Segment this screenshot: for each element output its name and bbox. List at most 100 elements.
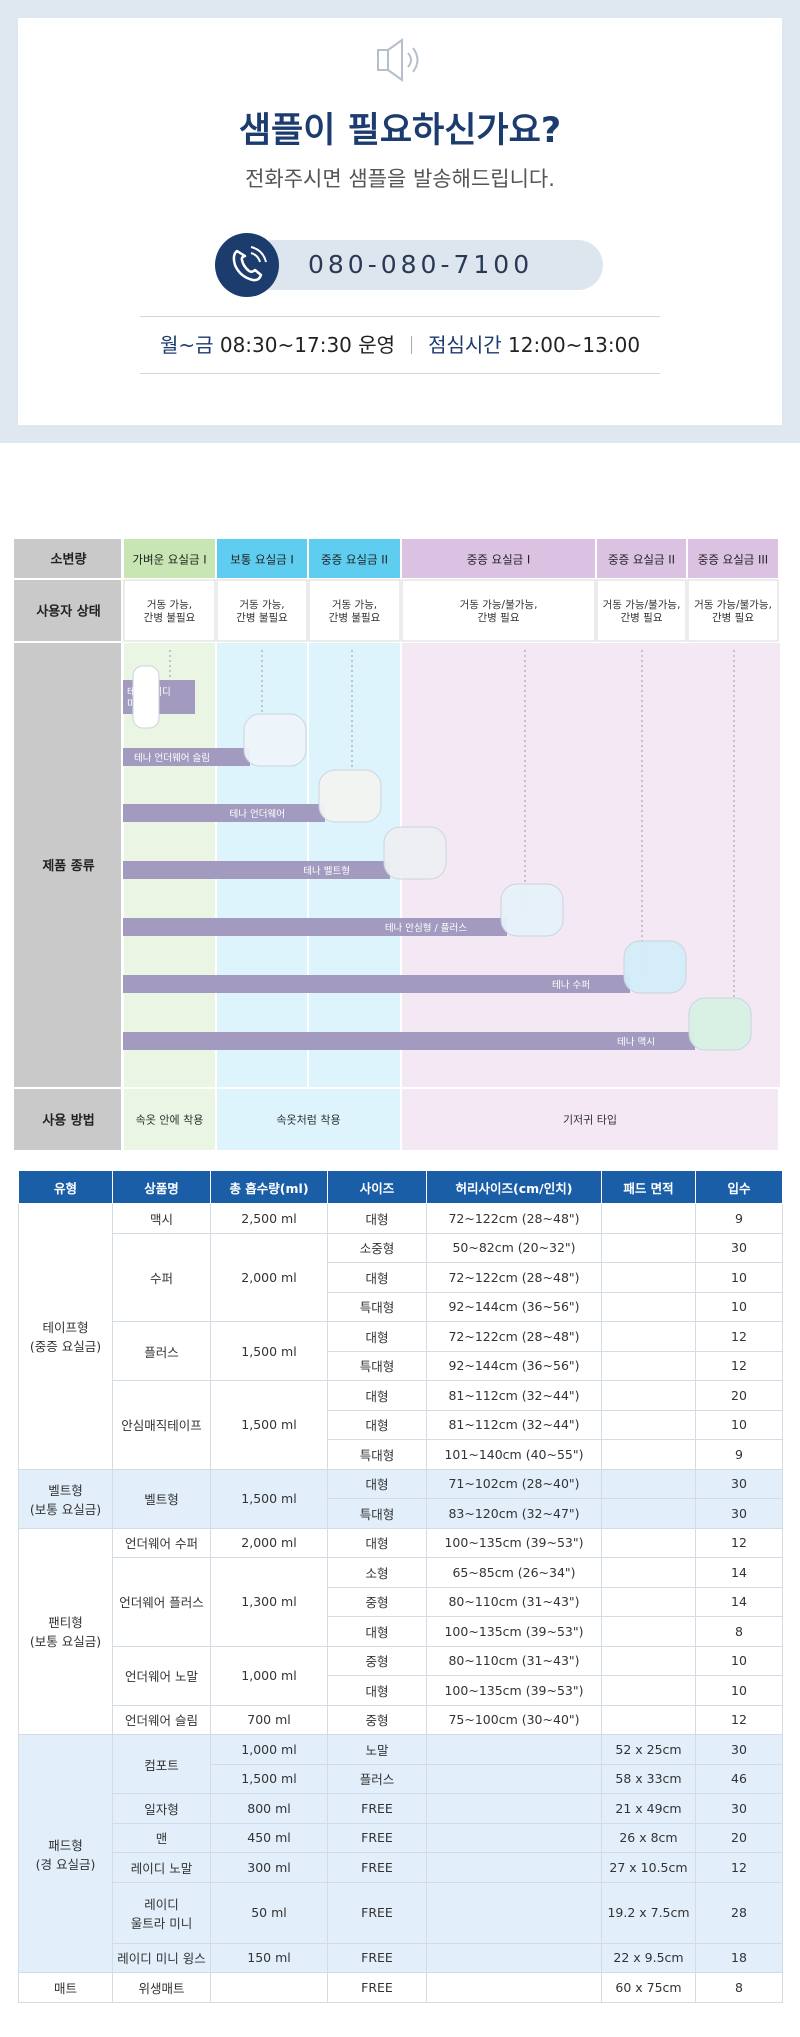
product-image bbox=[132, 665, 160, 729]
lunch-time: 12:00~13:00 bbox=[508, 333, 641, 357]
waist-cell bbox=[426, 1793, 602, 1824]
user-state: 거동 가능, 간병 불필요 bbox=[236, 599, 288, 624]
header-cell: 입수 bbox=[695, 1170, 783, 1204]
absorbency-cell: 300 ml bbox=[210, 1852, 328, 1883]
pad-cell bbox=[601, 1232, 696, 1263]
phone-number[interactable]: 080-080-7100 bbox=[308, 250, 534, 279]
name-cell: 언더웨어 노말 bbox=[112, 1645, 211, 1706]
header-row: 유형 상품명 총 흡수량(ml) 사이즈 허리사이즈(cm/인치) 패드 면적 입수 bbox=[18, 1170, 783, 1204]
pad-cell bbox=[601, 1291, 696, 1322]
count-cell: 30 bbox=[695, 1468, 783, 1499]
waist-cell: 72~122cm (28~48") bbox=[426, 1321, 602, 1352]
count-cell: 8 bbox=[695, 1972, 783, 2003]
absorbency-cell: 1,000 ml bbox=[210, 1734, 328, 1765]
absorbency-cell: 2,500 ml bbox=[210, 1203, 328, 1234]
absorbency-cell: 800 ml bbox=[210, 1793, 328, 1824]
size-cell: 대형 bbox=[327, 1321, 427, 1352]
type-cell: 패드형 (경 요실금) bbox=[18, 1734, 113, 1973]
type-group: 테이프형 (중증 요실금) 맥시 2,500 ml 대형 72~122cm (28~48… bbox=[18, 1203, 783, 1470]
spec-row: 대형 100~135cm (39~53") 8 bbox=[19, 1616, 783, 1647]
count-cell: 28 bbox=[695, 1881, 783, 1944]
pad-cell bbox=[601, 1675, 696, 1706]
name-cell: 맥시 bbox=[112, 1203, 211, 1234]
pad-cell bbox=[601, 1498, 696, 1529]
count-cell: 9 bbox=[695, 1439, 783, 1470]
pad-cell: 58 x 33cm bbox=[601, 1763, 696, 1794]
product-image bbox=[688, 997, 752, 1051]
waist-cell: 83~120cm (32~47") bbox=[426, 1498, 602, 1529]
count-cell: 10 bbox=[695, 1645, 783, 1676]
size-cell: FREE bbox=[327, 1822, 427, 1853]
absorbency-cell: 150 ml bbox=[210, 1942, 328, 1973]
name-cell: 레이디 노말 bbox=[112, 1852, 211, 1883]
product-label: 테나 수퍼 bbox=[552, 980, 590, 991]
spec-row: 언더웨어 플러스 1,300 ml 소형 65~85cm (26~34") 14 bbox=[19, 1557, 783, 1647]
lunch-label: 점심시간 bbox=[428, 333, 502, 357]
sample-section: 샘플이 필요하신가요? 전화주시면 샘플을 발송해드립니다. 080-080-7… bbox=[0, 0, 800, 443]
absorbency-cell: 50 ml bbox=[210, 1881, 328, 1944]
waist-cell bbox=[426, 1881, 602, 1944]
spec-row: 대형 72~122cm (28~48") 10 bbox=[19, 1262, 783, 1293]
size-cell: FREE bbox=[327, 1942, 427, 1973]
type-group: 벨트형 (보통 요실금) 벨트형 1,500 ml 대형 71~102cm (28~40… bbox=[18, 1468, 783, 1529]
state-cell bbox=[401, 579, 596, 642]
header-cell: 패드 면적 bbox=[601, 1170, 696, 1204]
spec-row: 레이디 미니 윙스 150 ml FREE 22 x 9.5cm 18 bbox=[19, 1942, 783, 1973]
divider bbox=[140, 316, 660, 317]
waist-cell bbox=[426, 1822, 602, 1853]
type-group: 매트 위생매트 FREE 60 x 75cm 8 bbox=[18, 1972, 783, 2003]
hours: 월~금 08:30~17:30 운영 점심시간 12:00~13:00 bbox=[18, 329, 782, 358]
user-state-line: 간병 불필요 bbox=[236, 612, 288, 624]
user-state-line: 거동 가능, bbox=[239, 599, 284, 611]
pad-cell: 19.2 x 7.5cm bbox=[601, 1881, 696, 1944]
size-cell: 대형 bbox=[327, 1380, 427, 1411]
sample-subtitle: 전화주시면 샘플을 발송해드립니다. bbox=[245, 167, 555, 191]
row-label-cell bbox=[14, 1089, 121, 1150]
user-state: 거동 가능/불가능, 간병 필요 bbox=[694, 599, 772, 624]
product-label: 테나 안심형 / 플러스 bbox=[385, 923, 467, 934]
phone-pill[interactable] bbox=[247, 240, 603, 290]
product-label-line: 테나 언더웨어 bbox=[230, 808, 285, 820]
size-cell: FREE bbox=[327, 1972, 427, 2003]
count-cell: 12 bbox=[695, 1350, 783, 1381]
absorbency-cell: 1,500 ml bbox=[210, 1763, 328, 1794]
pad-cell: 52 x 25cm bbox=[601, 1734, 696, 1765]
product-label: 테나레이디 미니 bbox=[127, 687, 171, 710]
phone-icon bbox=[215, 233, 279, 297]
waist-cell: 100~135cm (39~53") bbox=[426, 1527, 602, 1558]
product-label-line: 테나레이디 bbox=[127, 687, 171, 698]
spec-row: 1,500 ml 플러스 58 x 33cm 46 bbox=[19, 1763, 783, 1794]
size-cell: 노말 bbox=[327, 1734, 427, 1765]
waist-cell: 65~85cm (26~34") bbox=[426, 1557, 602, 1588]
pad-cell bbox=[601, 1557, 696, 1588]
name-cell: 수퍼 bbox=[112, 1232, 211, 1322]
name-cell: 위생매트 bbox=[112, 1972, 211, 2003]
spec-header: 유형 상품명 총 흡수량(ml) 사이즈 허리사이즈(cm/인치) 패드 면적 입수 bbox=[18, 1170, 783, 1204]
usage-label: 속옷처럼 착용 bbox=[276, 1114, 340, 1127]
product-label-line: 테나 벨트형 bbox=[303, 866, 350, 877]
spec-row: 대형 81~112cm (32~44") 10 bbox=[19, 1409, 783, 1440]
count-cell: 20 bbox=[695, 1380, 783, 1411]
count-cell: 14 bbox=[695, 1557, 783, 1588]
product-image bbox=[383, 826, 447, 880]
user-state-line: 거동 가능/불가능, bbox=[694, 599, 772, 611]
state-cell bbox=[687, 579, 779, 642]
level-label: 보통 요실금 I bbox=[230, 553, 294, 567]
size-cell: FREE bbox=[327, 1852, 427, 1883]
product-label-line: 테나 안심형 / 플러스 bbox=[385, 923, 467, 934]
user-state-line: 간병 불필요 bbox=[329, 612, 381, 624]
count-cell: 18 bbox=[695, 1942, 783, 1973]
spec-row: 특대형 101~140cm (40~55") 9 bbox=[19, 1439, 783, 1470]
usage-cell bbox=[402, 1089, 778, 1150]
absorbency-cell: 1,500 ml bbox=[210, 1380, 328, 1470]
size-cell: 소형 bbox=[327, 1557, 427, 1588]
user-state-line: 간병 필요 bbox=[712, 612, 754, 624]
row-label: 사용자 상태 bbox=[36, 604, 100, 620]
count-cell: 14 bbox=[695, 1586, 783, 1617]
size-cell: 대형 bbox=[327, 1675, 427, 1706]
user-state-line: 간병 필요 bbox=[621, 612, 663, 624]
size-cell: 대형 bbox=[327, 1468, 427, 1499]
size-cell: 대형 bbox=[327, 1262, 427, 1293]
waist-cell: 92~144cm (36~56") bbox=[426, 1291, 602, 1322]
spec-table: 유형 상품명 총 흡수량(ml) 사이즈 허리사이즈(cm/인치) 패드 면적 입수 테이프… bbox=[18, 1170, 783, 2003]
